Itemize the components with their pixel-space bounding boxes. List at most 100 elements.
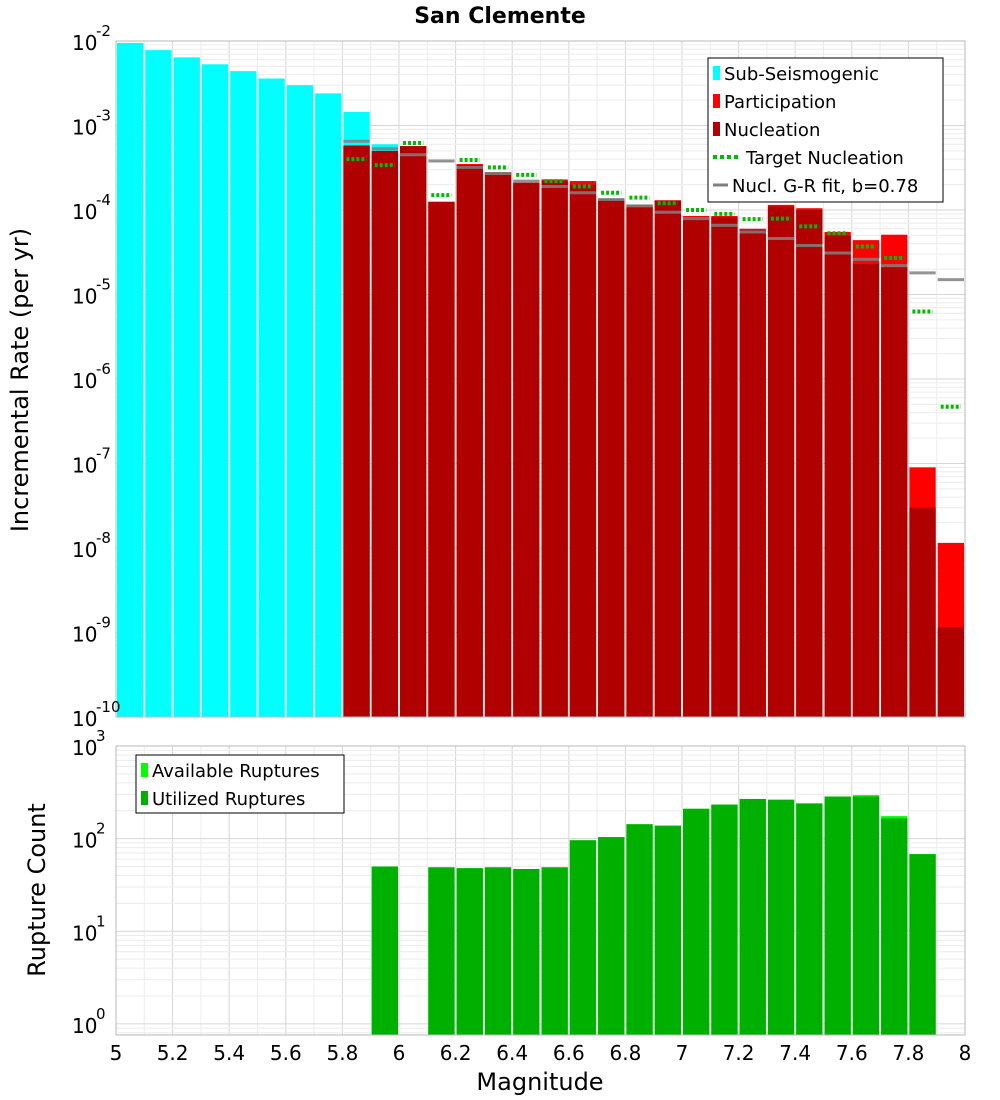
- y-tick-exponent: -6: [96, 360, 111, 378]
- nucleation-bar: [400, 146, 427, 718]
- y-tick-exponent: 2: [96, 820, 106, 838]
- nucleation-bar: [711, 217, 738, 718]
- legend-swatch-participation: [713, 94, 720, 108]
- y-tick-exponent: -8: [96, 529, 111, 547]
- x-tick-label: 7.2: [723, 1041, 755, 1065]
- sub-seismogenic-bar: [201, 64, 229, 717]
- chart-title: San Clemente: [414, 4, 586, 29]
- nucleation-bar: [598, 200, 625, 718]
- x-tick-label: 6.6: [553, 1041, 585, 1065]
- y-tick-label: 10: [72, 1014, 97, 1038]
- y-tick-exponent: 1: [96, 912, 106, 930]
- utilized-ruptures-bar: [852, 796, 880, 1035]
- nucleation-bar: [654, 200, 681, 718]
- sub-seismogenic-bar: [258, 78, 285, 718]
- nucleation-bar: [456, 165, 483, 717]
- legend-label-target-nucleation: Target Nucleation: [745, 148, 904, 169]
- y-tick-exponent: -5: [96, 276, 111, 294]
- x-tick-label: 6.2: [440, 1041, 472, 1065]
- count-legend: Available Ruptures Utilized Ruptures: [135, 754, 345, 814]
- utilized-ruptures-bar: [683, 808, 710, 1035]
- utilized-ruptures-bar: [513, 869, 540, 1035]
- nucleation-bar: [428, 201, 455, 718]
- x-tick-label: 7: [676, 1041, 689, 1065]
- nucleation-bar: [343, 145, 370, 717]
- utilized-ruptures-bar: [767, 799, 795, 1035]
- y-tick-label: 10: [72, 538, 97, 562]
- y-tick-exponent: -10: [96, 698, 121, 716]
- y-tick-label: 10: [72, 31, 97, 55]
- count-y-axis-label: Rupture Count: [23, 803, 51, 977]
- utilized-ruptures-bar: [796, 803, 823, 1035]
- nucleation-bar: [767, 206, 795, 717]
- count-panel-frame: [115, 745, 966, 1036]
- y-tick-label: 10: [72, 736, 97, 760]
- y-tick-exponent: 0: [96, 1005, 106, 1023]
- nucleation-bar: [909, 507, 936, 717]
- x-tick-label: 5: [110, 1041, 123, 1065]
- nucleation-bar: [796, 210, 823, 717]
- y-tick-label: 10: [72, 829, 97, 853]
- rate-legend-box: [707, 57, 944, 203]
- sub-seismogenic-bar: [230, 71, 257, 718]
- rate-panel-lines: [343, 139, 964, 409]
- legend-label-utilized: Utilized Ruptures: [152, 789, 305, 810]
- y-tick-label: 10: [72, 285, 97, 309]
- nucleation-bar: [484, 172, 512, 717]
- x-tick-label: 6.8: [609, 1041, 641, 1065]
- utilized-ruptures-bar: [371, 866, 398, 1035]
- sub-seismogenic-bar: [117, 42, 144, 718]
- legend-label-gr-fit: Nucl. G-R fit, b=0.78: [732, 176, 918, 197]
- y-tick-label: 10: [72, 200, 97, 224]
- utilized-ruptures-bar: [456, 868, 483, 1035]
- x-tick-label: 7.4: [779, 1041, 811, 1065]
- nucleation-bar: [683, 217, 710, 718]
- y-tick-exponent: -7: [96, 445, 111, 463]
- x-tick-label: 5.8: [326, 1041, 358, 1065]
- x-tick-label: 5.2: [157, 1041, 189, 1065]
- y-tick-label: 10: [72, 116, 97, 140]
- legend-swatch-utilized: [141, 791, 148, 805]
- y-tick-label: 10: [72, 623, 97, 647]
- utilized-ruptures-bar: [626, 824, 653, 1035]
- y-tick-exponent: -3: [96, 107, 111, 125]
- y-tick-exponent: -4: [96, 191, 111, 209]
- x-axis-label: Magnitude: [476, 1068, 603, 1096]
- utilized-ruptures-bar: [739, 798, 766, 1035]
- legend-label-participation: Participation: [724, 92, 836, 113]
- utilized-ruptures-bar: [541, 867, 568, 1035]
- x-tick-label: 5.4: [213, 1041, 245, 1065]
- nucleation-bar: [626, 206, 653, 717]
- utilized-ruptures-bar: [428, 867, 455, 1035]
- x-tick-label: 8: [959, 1041, 972, 1065]
- count-legend-box: [135, 754, 345, 814]
- x-tick-label: 6: [393, 1041, 406, 1065]
- x-tick-label: 5.6: [270, 1041, 302, 1065]
- nucleation-bar: [852, 263, 880, 717]
- x-tick-label: 6.4: [496, 1041, 528, 1065]
- nucleation-bar: [881, 267, 908, 717]
- legend-swatch-nucleation: [713, 122, 720, 136]
- nucleation-bar: [824, 235, 851, 718]
- rate-panel-frame: [115, 40, 966, 718]
- utilized-ruptures-bar: [909, 854, 936, 1035]
- y-tick-label: 10: [72, 454, 97, 478]
- legend-label-nucleation: Nucleation: [724, 120, 820, 141]
- y-tick-exponent: 3: [96, 727, 106, 745]
- nucleation-bar: [541, 181, 568, 717]
- utilized-ruptures-bar: [654, 825, 681, 1035]
- y-tick-label: 10: [72, 369, 97, 393]
- utilized-ruptures-bar: [569, 840, 597, 1035]
- rate-panel-bars: [117, 42, 964, 718]
- rate-legend: Sub-Seismogenic Participation Nucleation…: [707, 57, 944, 203]
- utilized-ruptures-bar: [484, 867, 512, 1035]
- utilized-ruptures-bar: [598, 837, 625, 1035]
- utilized-ruptures-bar: [881, 818, 908, 1035]
- sub-seismogenic-bar: [145, 50, 172, 718]
- legend-label-sub-seismogenic: Sub-Seismogenic: [724, 64, 879, 85]
